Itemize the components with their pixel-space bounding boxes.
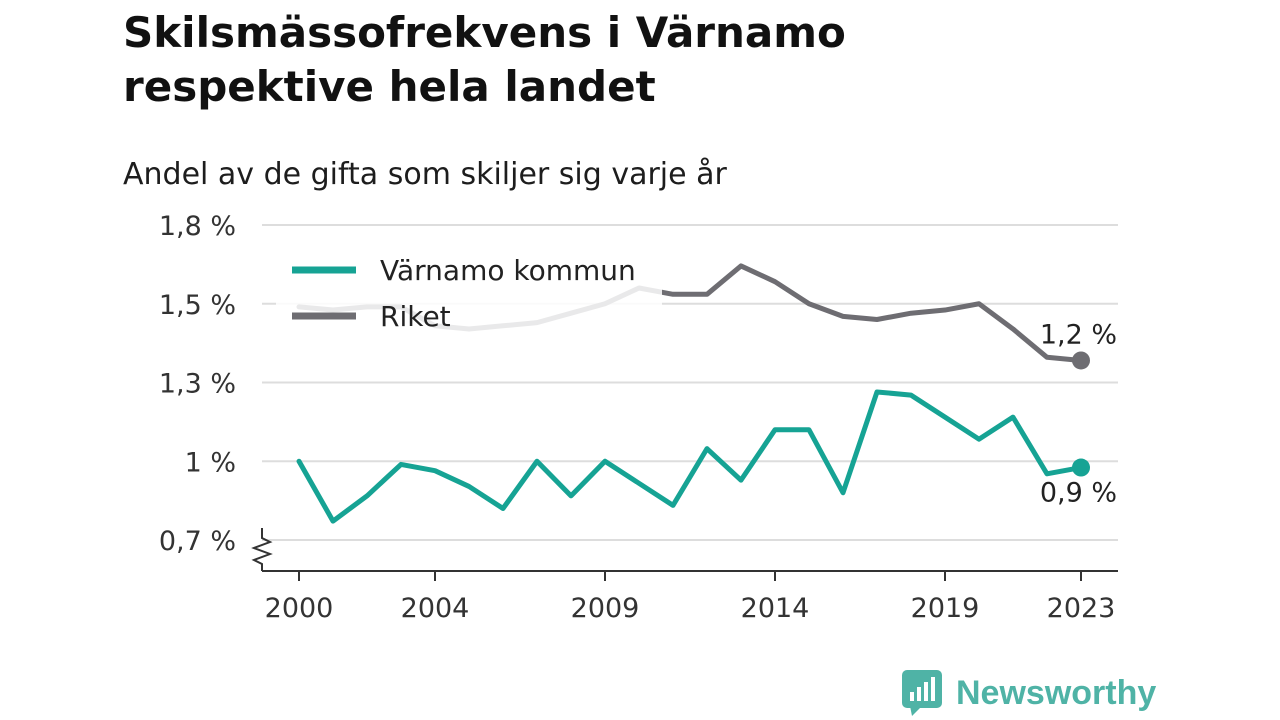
y-tick-label: 1,8 %: [159, 211, 236, 242]
y-tick-label: 0,7 %: [159, 526, 236, 557]
x-tick-label: 2004: [401, 593, 470, 624]
brand-name: Newsworthy: [956, 673, 1157, 712]
legend-label: Riket: [380, 300, 451, 333]
x-axis: 2000 2004 2009 2014 2019 2023: [251, 528, 1118, 624]
chart-title: Skilsmässofrekvens i Värnamo respektive …: [123, 8, 846, 111]
series-line-varnamo: [296, 389, 1084, 524]
y-tick-label: 1,5 %: [159, 290, 236, 321]
legend-label: Värnamo kommun: [380, 254, 636, 287]
legend-background: [276, 244, 662, 344]
end-marker-riket: [1072, 351, 1090, 370]
y-tick-label: 1,3 %: [159, 369, 236, 400]
legend: Värnamo kommun Riket: [276, 244, 662, 344]
newsworthy-logo-icon: [902, 670, 942, 716]
line-chart: 0,7 % 1 % 1,3 % 1,5 % 1,8 % 2000 2004 2009 2014…: [159, 211, 1118, 624]
x-tick-label: 2009: [571, 593, 640, 624]
axis-break-mark: [251, 528, 273, 571]
end-marker-varnamo: [1072, 458, 1090, 477]
end-label-varnamo: 0,9 %: [1040, 478, 1117, 509]
x-tick-label: 2014: [741, 593, 810, 624]
y-axis-ticks: 0,7 % 1 % 1,3 % 1,5 % 1,8 %: [159, 211, 236, 557]
end-labels: 1,2 % 0,9 %: [1040, 319, 1117, 508]
y-tick-label: 1 %: [185, 447, 236, 478]
x-tick-label: 2000: [265, 593, 334, 624]
end-label-riket: 1,2 %: [1040, 319, 1117, 350]
newsworthy-logo: Newsworthy: [902, 670, 1156, 716]
x-tick-label: 2023: [1047, 593, 1116, 624]
x-tick-label: 2019: [911, 593, 980, 624]
chart-subtitle: Andel av de gifta som skiljer sig varje …: [123, 157, 727, 192]
